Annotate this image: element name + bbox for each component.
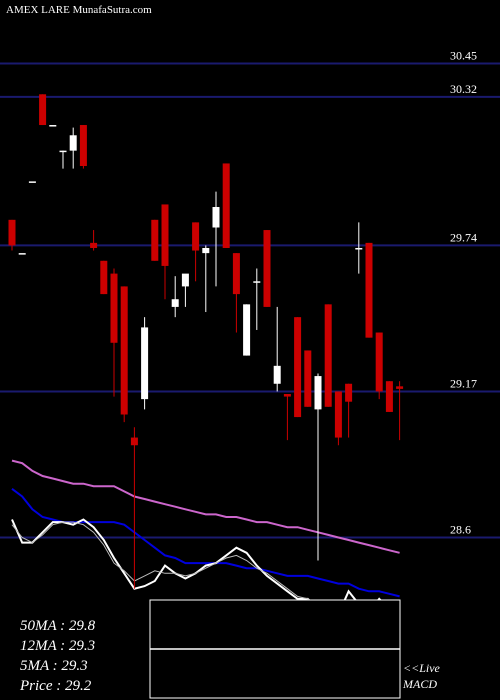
candle-body [355,247,363,250]
candle-body [151,219,159,261]
candle-body [243,304,251,356]
candle-body [59,150,67,153]
candle-body [324,304,332,407]
candle-body [273,365,281,384]
ma-long-line [11,459,400,554]
candle-body [365,242,373,338]
candle-body [396,386,404,389]
candle-body [345,383,353,402]
candle-body [385,381,393,412]
candle-body [212,207,220,228]
candle-body [49,125,57,127]
candle-body [222,163,230,248]
price-level-label: 29.74 [450,230,477,244]
candle-body [28,181,36,183]
candle-body [283,394,291,397]
candlestick-series [8,94,404,589]
candle-body [263,230,271,307]
price-level-label: 30.32 [450,82,477,96]
candle-body [375,332,383,392]
candle-body [192,222,200,251]
stat-50ma: 50MA : 29.8 [20,618,96,634]
stat-5ma: 5MA : 29.3 [20,658,88,674]
candle-body [294,317,302,418]
macd-label-line2: MACD [402,677,437,691]
candle-body [161,204,169,266]
candle-body [202,247,210,254]
candle-body [90,242,98,248]
candle-body [130,437,138,446]
candle-body [171,299,179,307]
candle-body [100,260,108,295]
candle-body [110,273,118,343]
candle-body [8,219,16,246]
price-level-label: 29.17 [450,376,477,390]
price-level-lines: 30.45 30.32 29.74 29.17 28.6 [0,49,500,539]
candle-body [314,376,322,410]
stat-price: Price : 29.2 [19,678,92,694]
candle-body [69,135,77,151]
candle-body [334,391,342,438]
candle-body [141,327,149,400]
candle-body [120,286,128,415]
candle-body [18,253,26,255]
price-level-label: 30.45 [450,49,477,63]
candle-body [79,125,87,167]
candle-body [232,253,240,295]
candle-body [181,273,189,287]
stat-12ma: 12MA : 29.3 [20,638,95,654]
candle-body [253,281,261,283]
macd-label-line1: <<Live [403,661,441,675]
candle-body [304,350,312,407]
price-level-label: 28.6 [450,522,471,536]
chart-header: AMEX LARE MunafaSutra.com [6,4,152,16]
candle-body [39,94,47,126]
